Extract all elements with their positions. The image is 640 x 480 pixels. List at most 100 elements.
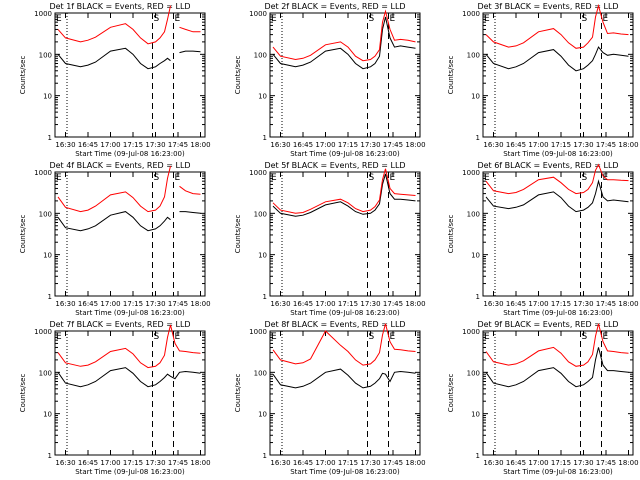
x-tick-label: 17:15 bbox=[123, 300, 143, 308]
y-tick-label: 100 bbox=[39, 210, 52, 218]
y-axis-label: Counts/sec bbox=[447, 215, 455, 254]
y-axis-label: Counts/sec bbox=[447, 374, 455, 413]
x-tick-label: 17:15 bbox=[338, 459, 358, 467]
x-tick-label: 16:30 bbox=[270, 300, 290, 308]
x-tick-label: 17:00 bbox=[315, 459, 335, 467]
y-tick-label: 1 bbox=[476, 452, 480, 460]
subplot-7: Det 7f BLACK = Events, RED = LLD 1 10 100 10… bbox=[19, 320, 211, 476]
y-tick-label: 10 bbox=[258, 93, 267, 101]
y-tick-label: 1000 bbox=[249, 169, 267, 177]
x-tick-label: 18:00 bbox=[190, 459, 210, 467]
x-tick-label: 17:45 bbox=[383, 141, 403, 149]
x-tick-label: 18:00 bbox=[618, 459, 638, 467]
x-axis-label: Start Time (09-Jul-08 16:23:00) bbox=[290, 309, 400, 317]
x-tick-label: 18:00 bbox=[190, 300, 210, 308]
lld-series-line bbox=[57, 165, 201, 213]
annotation-s: S bbox=[582, 332, 588, 342]
plot-frame bbox=[482, 330, 634, 456]
annotation-e: E bbox=[175, 14, 181, 24]
y-axis-label: Counts/sec bbox=[234, 215, 242, 254]
events-series-line bbox=[485, 347, 629, 388]
x-tick-label: 17:45 bbox=[596, 141, 616, 149]
events-series-line bbox=[57, 211, 201, 232]
annotation-s: S bbox=[369, 14, 375, 24]
plot-frame bbox=[269, 12, 421, 138]
x-tick-label: 16:45 bbox=[293, 141, 313, 149]
y-tick-label: 1000 bbox=[34, 10, 52, 18]
y-tick-label: 1 bbox=[476, 134, 480, 142]
x-tick-label: 16:45 bbox=[506, 459, 526, 467]
x-tick-label: 17:30 bbox=[573, 300, 593, 308]
y-tick-label: 10 bbox=[258, 252, 267, 260]
y-tick-label: 10 bbox=[471, 93, 480, 101]
subplot-title: Det 9f BLACK = Events, RED = LLD bbox=[477, 320, 618, 329]
x-tick-label: 17:15 bbox=[551, 141, 571, 149]
y-tick-label: 1000 bbox=[34, 169, 52, 177]
annotation-e-left: E bbox=[56, 14, 62, 24]
x-tick-label: 18:00 bbox=[618, 300, 638, 308]
x-tick-label: 16:30 bbox=[483, 141, 503, 149]
lld-series-line bbox=[57, 324, 201, 369]
subplot-title: Det 2f BLACK = Events, RED = LLD bbox=[264, 2, 405, 11]
x-tick-label: 18:00 bbox=[405, 300, 425, 308]
events-series-line bbox=[485, 179, 629, 213]
x-tick-label: 17:30 bbox=[573, 459, 593, 467]
plot-frame bbox=[269, 330, 421, 456]
x-tick-label: 18:00 bbox=[618, 141, 638, 149]
x-tick-label: 17:15 bbox=[338, 141, 358, 149]
annotation-e: E bbox=[603, 332, 609, 342]
x-tick-label: 17:45 bbox=[168, 459, 188, 467]
y-tick-label: 1 bbox=[48, 134, 52, 142]
lld-series-line bbox=[272, 168, 416, 214]
plot-frame bbox=[482, 171, 634, 297]
subplot-5: Det 5f BLACK = Events, RED = LLD 1 10 100 10… bbox=[234, 161, 426, 317]
x-tick-label: 17:15 bbox=[551, 300, 571, 308]
x-tick-label: 18:00 bbox=[190, 141, 210, 149]
lld-series-line bbox=[272, 323, 416, 366]
y-axis-label: Counts/sec bbox=[19, 56, 27, 95]
x-tick-label: 17:15 bbox=[123, 459, 143, 467]
subplot-title: Det 5f BLACK = Events, RED = LLD bbox=[264, 161, 405, 170]
x-tick-label: 17:30 bbox=[360, 300, 380, 308]
x-tick-label: 17:30 bbox=[145, 300, 165, 308]
events-series-line bbox=[272, 16, 416, 70]
annotation-e-left: E bbox=[271, 14, 277, 24]
lld-series-line bbox=[485, 3, 629, 49]
x-tick-label: 17:15 bbox=[338, 300, 358, 308]
x-tick-label: 17:45 bbox=[168, 141, 188, 149]
annotation-s: S bbox=[369, 173, 375, 183]
x-tick-label: 17:00 bbox=[315, 300, 335, 308]
lld-series-line bbox=[485, 323, 629, 367]
x-tick-label: 17:30 bbox=[145, 459, 165, 467]
y-tick-label: 100 bbox=[467, 369, 480, 377]
y-tick-label: 100 bbox=[39, 51, 52, 59]
x-axis-label: Start Time (09-Jul-08 16:23:00) bbox=[503, 468, 613, 476]
x-tick-label: 16:30 bbox=[270, 459, 290, 467]
annotation-s: S bbox=[154, 173, 160, 183]
annotation-e-left: E bbox=[271, 332, 277, 342]
x-tick-label: 16:45 bbox=[78, 300, 98, 308]
x-tick-label: 17:30 bbox=[573, 141, 593, 149]
events-series-line bbox=[272, 368, 416, 389]
y-tick-label: 100 bbox=[39, 369, 52, 377]
x-tick-label: 16:30 bbox=[55, 459, 75, 467]
y-tick-label: 100 bbox=[467, 51, 480, 59]
x-tick-label: 17:00 bbox=[100, 141, 120, 149]
x-tick-label: 17:45 bbox=[168, 300, 188, 308]
subplot-title: Det 3f BLACK = Events, RED = LLD bbox=[477, 2, 618, 11]
y-tick-label: 10 bbox=[471, 411, 480, 419]
plot-frame bbox=[269, 171, 421, 297]
annotation-e-left: E bbox=[484, 332, 490, 342]
x-tick-label: 17:45 bbox=[596, 300, 616, 308]
x-tick-label: 17:45 bbox=[383, 300, 403, 308]
y-tick-label: 100 bbox=[254, 51, 267, 59]
annotation-e-left: E bbox=[56, 173, 62, 183]
subplot-title: Det 7f BLACK = Events, RED = LLD bbox=[49, 320, 190, 329]
plot-frame bbox=[54, 171, 206, 297]
y-tick-label: 10 bbox=[471, 252, 480, 260]
x-tick-label: 17:00 bbox=[315, 141, 335, 149]
lld-series-line bbox=[485, 163, 629, 195]
x-tick-label: 16:30 bbox=[483, 459, 503, 467]
annotation-e: E bbox=[175, 332, 181, 342]
x-tick-label: 17:45 bbox=[383, 459, 403, 467]
